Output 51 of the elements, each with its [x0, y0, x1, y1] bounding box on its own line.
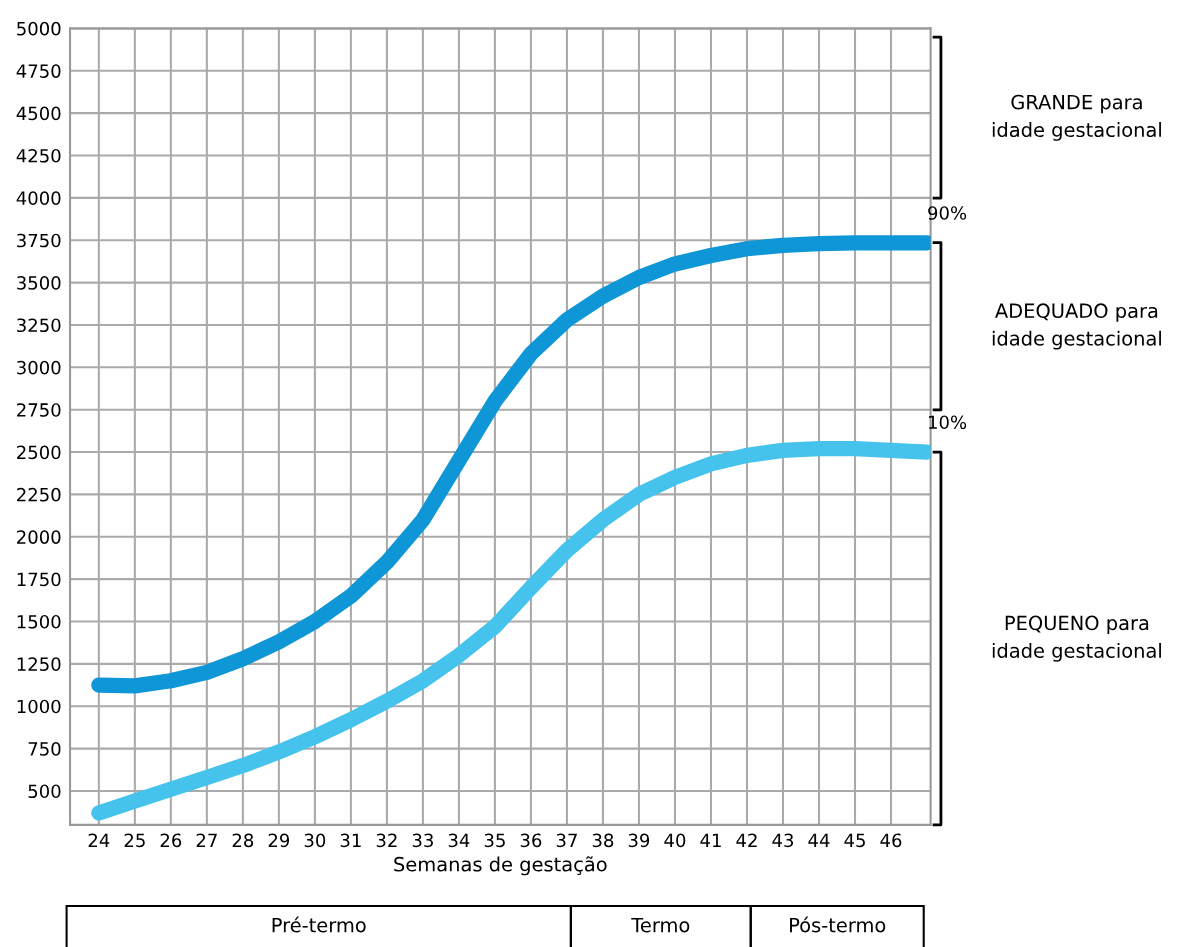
y-tick-label: 3250 — [17, 318, 61, 333]
y-tick-label: 750 — [28, 742, 61, 756]
y-tick-label: 5000 — [17, 21, 61, 36]
text: Pós-termo — [790, 916, 886, 933]
text: Pré-termo — [272, 916, 366, 933]
series-label: 10% — [928, 415, 967, 430]
x-tick-label: 27 — [196, 833, 217, 847]
x-tick-label: 44 — [808, 833, 830, 847]
x-tick-label: 36 — [520, 833, 542, 848]
y-tick-label: 2250 — [17, 487, 61, 502]
x-tick-label: 46 — [880, 833, 902, 848]
y-tick-label: 3750 — [17, 233, 61, 248]
y-tick-label: 2750 — [17, 403, 61, 417]
x-tick-label: 40 — [664, 833, 686, 848]
text: ADEQUADO para idade gestacional — [992, 303, 1161, 350]
x-tick-label: 37 — [556, 833, 577, 848]
y-tick-label: 4750 — [16, 64, 61, 78]
x-tick-label: 42 — [736, 833, 757, 847]
x-tick-label: 25 — [124, 833, 145, 848]
y-tick-label: 4250 — [16, 148, 61, 163]
y-tick-label: 4000 — [16, 191, 61, 205]
x-tick-label: 41 — [700, 833, 721, 847]
y-tick-label: 2000 — [17, 530, 61, 544]
y-tick-label: 3000 — [17, 360, 61, 375]
y-tick-label: 1000 — [17, 699, 61, 714]
x-tick-label: 30 — [304, 833, 326, 848]
y-tick-label: 1750 — [17, 572, 61, 587]
x-tick-label: 45 — [844, 833, 865, 848]
y-tick-label: 500 — [28, 784, 61, 799]
x-tick-label: 26 — [160, 833, 182, 848]
x-tick-label: 38 — [592, 833, 614, 848]
y-tick-label: 3500 — [17, 276, 61, 290]
text: GRANDE para idade gestacional — [992, 94, 1161, 141]
x-tick-label: 24 — [88, 833, 110, 847]
text: PEQUENO para idade gestacional — [992, 615, 1161, 662]
x-tick-label: 33 — [412, 833, 433, 848]
x-tick-label: 39 — [628, 833, 650, 848]
y-tick-label: 1500 — [17, 614, 61, 629]
x-tick-label: 32 — [376, 833, 397, 848]
text: Termo — [631, 917, 690, 933]
series-label: 90% — [928, 206, 967, 220]
y-tick-label: 4500 — [16, 106, 61, 121]
y-tick-label: 1250 — [17, 657, 61, 671]
x-tick-label: 31 — [340, 833, 361, 848]
x-tick-label: 43 — [772, 833, 794, 848]
x-axis-title: Semanas de gestação — [394, 856, 607, 876]
x-tick-label: 28 — [232, 833, 254, 848]
x-tick-label: 29 — [268, 833, 290, 848]
x-tick-label: 34 — [448, 833, 470, 848]
x-tick-label: 35 — [484, 833, 505, 848]
y-tick-label: 2500 — [17, 445, 61, 460]
